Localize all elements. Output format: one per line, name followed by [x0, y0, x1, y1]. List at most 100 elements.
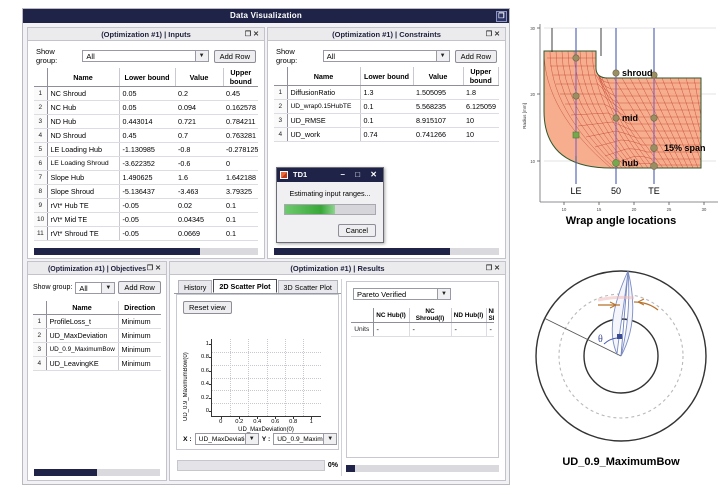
cell-upper[interactable]: 3.79325	[223, 184, 258, 199]
objectives-horizontal-scrollbar[interactable]	[34, 469, 160, 476]
cell-value[interactable]: 0.04345	[175, 212, 223, 227]
cell-lower[interactable]: 0.443014	[119, 114, 175, 129]
table-row[interactable]: 4 ND Shroud 0.45 0.7 0.763281	[34, 128, 258, 143]
inputs-col-value[interactable]: Value	[175, 68, 224, 87]
cell-value[interactable]: 0.2	[175, 86, 223, 101]
table-row[interactable]: 8 Slope Shroud -5.136437 -3.463 3.79325	[34, 184, 258, 199]
cell-direction[interactable]: Minimum	[118, 328, 161, 343]
table-row[interactable]: 1 NC Shroud 0.05 0.2 0.45	[34, 86, 258, 101]
cell-lower[interactable]: 0.05	[119, 86, 175, 101]
chevron-down-icon[interactable]: ▼	[244, 434, 258, 444]
cell-upper[interactable]: -0.278125	[223, 142, 258, 157]
close-icon[interactable]: ✕	[494, 31, 502, 38]
scrollbar-thumb[interactable]	[34, 469, 97, 476]
cell-upper[interactable]: 0.1	[223, 198, 258, 213]
inputs-horizontal-scrollbar[interactable]	[34, 248, 258, 255]
table-row[interactable]: 11 rVt* Shroud TE -0.05 0.0669 0.1	[34, 226, 258, 241]
objectives-show-group-select[interactable]: All ▼	[75, 281, 116, 294]
cell-lower[interactable]: 0.45	[119, 128, 175, 143]
cell-lower[interactable]: 0.05	[119, 100, 175, 115]
results-col-nc-hub[interactable]: NC Hub(I)	[373, 308, 410, 323]
tab-3d-scatter-plot[interactable]: 3D Scatter Plot	[277, 280, 338, 293]
table-row[interactable]: Units - - - -	[351, 322, 494, 337]
cell-name[interactable]: NC Shroud	[47, 86, 120, 101]
cell-direction[interactable]: Minimum	[118, 356, 161, 371]
cell-value[interactable]: 0.0669	[175, 226, 223, 241]
objectives-add-row-button[interactable]: Add Row	[118, 281, 161, 294]
objectives-col-direction[interactable]: Direction	[118, 301, 161, 315]
close-icon[interactable]: ✕	[155, 265, 163, 272]
cell-name[interactable]: Slope Shroud	[47, 184, 120, 199]
cell-upper[interactable]: 0.45	[223, 86, 258, 101]
units-value[interactable]: -	[373, 322, 410, 337]
results-col-nd-shroud[interactable]: ND Sh	[486, 308, 494, 323]
cell-lower[interactable]: 0.1	[360, 99, 413, 114]
cell-lower[interactable]: -0.05	[119, 198, 175, 213]
units-value[interactable]: -	[451, 322, 487, 337]
table-row[interactable]: 2 UD_MaxDeviation Minimum	[33, 328, 161, 343]
cell-name[interactable]: ProfileLoss_t	[46, 314, 119, 329]
scatter-plot[interactable]: UD_0.9_MaximumBow(0)	[183, 337, 335, 439]
table-row[interactable]: 2 UD_wrap0.15HubTE 0.1 5.568235 6.125059	[274, 99, 499, 114]
cell-value[interactable]: 0.741266	[413, 127, 463, 142]
cell-name[interactable]: UD_MaxDeviation	[46, 328, 119, 343]
constraints-col-lower[interactable]: Lower bound	[360, 67, 414, 86]
cell-name[interactable]: ND Hub	[47, 114, 120, 129]
cell-name[interactable]: UD_0.9_MaximumBow	[46, 342, 119, 357]
scrollbar-thumb[interactable]	[346, 465, 356, 472]
cell-name[interactable]: NC Hub	[47, 100, 120, 115]
close-icon[interactable]: ✕	[370, 170, 377, 179]
panel-header-icons[interactable]: ❐✕	[245, 28, 261, 41]
float-icon[interactable]: ❐	[485, 31, 495, 38]
estimating-ranges-dialog[interactable]: TD1 – □ ✕ Estimating input ranges... Can…	[276, 167, 384, 243]
cell-name[interactable]: LE Loading Hub	[47, 142, 120, 157]
cell-name[interactable]: UD_work	[287, 127, 361, 142]
cell-name[interactable]: UD_wrap0.15HubTE	[287, 99, 361, 114]
cell-upper[interactable]: 0	[223, 156, 258, 171]
cell-value[interactable]: -0.8	[175, 142, 223, 157]
float-icon[interactable]: ❐	[146, 265, 156, 272]
cell-name[interactable]: rVt* Hub TE	[47, 198, 120, 213]
table-row[interactable]: 1 ProfileLoss_t Minimum	[33, 314, 161, 329]
maximize-icon[interactable]: □	[355, 170, 361, 179]
cell-value[interactable]: -3.463	[175, 184, 223, 199]
cell-name[interactable]: Slope Hub	[47, 170, 120, 185]
results-horizontal-scrollbar[interactable]	[346, 465, 499, 472]
cell-name[interactable]: DiffusionRatio	[287, 85, 361, 100]
pareto-filter-select[interactable]: Pareto Verified ▼	[353, 288, 451, 300]
float-icon[interactable]: ❐	[485, 265, 495, 272]
y-axis-selector[interactable]: UD_0.9_Maximu ▼	[273, 433, 338, 445]
cell-direction[interactable]: Minimum	[118, 342, 161, 357]
constraints-add-row-button[interactable]: Add Row	[454, 49, 497, 63]
cell-value[interactable]: 0.02	[175, 198, 223, 213]
chevron-down-icon[interactable]: ▼	[101, 282, 115, 293]
cancel-button[interactable]: Cancel	[337, 224, 376, 237]
cell-name[interactable]: ND Shroud	[47, 128, 120, 143]
table-row[interactable]: 10 rVt* Mid TE -0.05 0.04345 0.1	[34, 212, 258, 227]
results-col-nc-shroud[interactable]: NC Shroud(I)	[409, 308, 452, 323]
cell-lower[interactable]: 0.1	[360, 113, 413, 128]
cell-upper[interactable]: 1.8	[463, 85, 499, 100]
cell-value[interactable]: 8.915107	[413, 113, 463, 128]
cell-upper[interactable]: 0.763281	[223, 128, 258, 143]
panel-header-icons[interactable]: ❐✕	[147, 262, 163, 275]
cell-lower[interactable]: 1.3	[360, 85, 413, 100]
cell-lower[interactable]: 0.74	[360, 127, 413, 142]
dialog-window-controls[interactable]: – □ ✕	[337, 168, 381, 182]
cell-lower[interactable]: 1.490625	[119, 170, 175, 185]
chevron-down-icon[interactable]: ▼	[435, 51, 449, 61]
cell-lower[interactable]: -0.05	[119, 226, 175, 241]
inputs-col-name[interactable]: Name	[47, 68, 120, 87]
constraints-col-name[interactable]: Name	[287, 67, 361, 86]
table-row[interactable]: 6 LE Loading Shroud -3.622352 -0.6 0	[34, 156, 258, 171]
cell-value[interactable]: 0.094	[175, 100, 223, 115]
units-value[interactable]: -	[409, 322, 452, 337]
constraints-show-group-select[interactable]: All ▼	[322, 50, 450, 62]
cell-value[interactable]: 0.721	[175, 114, 223, 129]
table-row[interactable]: 2 NC Hub 0.05 0.094 0.162578	[34, 100, 258, 115]
scrollbar-thumb[interactable]	[34, 248, 200, 255]
cell-lower[interactable]: -1.130985	[119, 142, 175, 157]
cell-upper[interactable]: 0.1	[223, 212, 258, 227]
cell-name[interactable]: rVt* Shroud TE	[47, 226, 120, 241]
inputs-col-lower[interactable]: Lower bound	[119, 68, 176, 87]
